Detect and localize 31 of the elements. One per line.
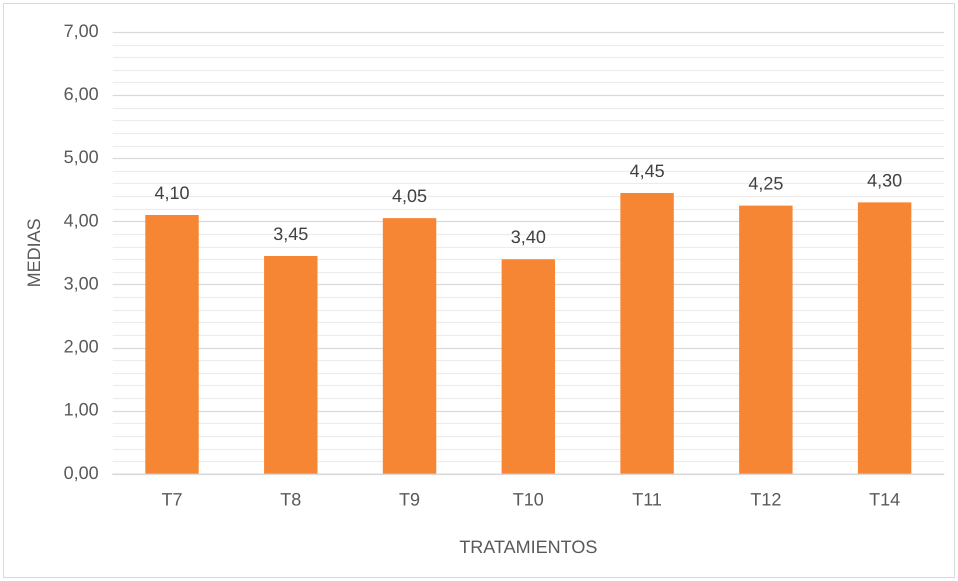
y-axis-title: MEDIAS (24, 218, 44, 288)
x-tick-label: T12 (750, 490, 782, 510)
data-label: 3,45 (273, 224, 308, 244)
data-label: 4,45 (630, 160, 665, 181)
y-tick-label: 6,00 (64, 84, 99, 104)
y-tick-label: 5,00 (64, 147, 99, 168)
y-tick-label: 3,00 (64, 273, 99, 294)
y-tick-label: 1,00 (64, 400, 99, 420)
data-label: 3,40 (510, 227, 546, 248)
data-label: 4,25 (748, 174, 784, 194)
x-tick-label: T9 (399, 490, 420, 510)
data-label: 4,10 (154, 183, 190, 203)
bar (145, 215, 199, 474)
bar (382, 218, 436, 474)
data-label: 4,05 (392, 186, 428, 206)
bar (264, 256, 318, 474)
x-tick-label: T14 (869, 490, 900, 510)
y-tick-label: 2,00 (64, 336, 99, 357)
bar (739, 206, 793, 474)
bar (620, 192, 674, 474)
bar (502, 259, 556, 474)
x-tick-label: T11 (632, 490, 662, 510)
x-tick-label: T7 (162, 490, 183, 510)
x-tick-label: T10 (512, 490, 544, 510)
y-tick-label: 4,00 (64, 210, 99, 230)
y-tick-label: 0,00 (64, 462, 99, 483)
x-axis-title: TRATAMIENTOS (459, 537, 598, 558)
y-tick-label: 7,00 (64, 20, 99, 41)
bar (858, 202, 912, 474)
x-tick-label: T8 (280, 490, 302, 510)
data-label: 4,30 (867, 170, 902, 190)
